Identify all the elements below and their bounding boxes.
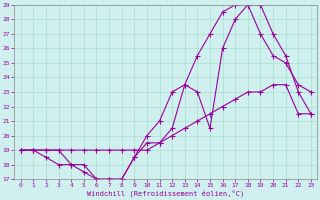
- X-axis label: Windchill (Refroidissement éolien,°C): Windchill (Refroidissement éolien,°C): [87, 190, 244, 197]
